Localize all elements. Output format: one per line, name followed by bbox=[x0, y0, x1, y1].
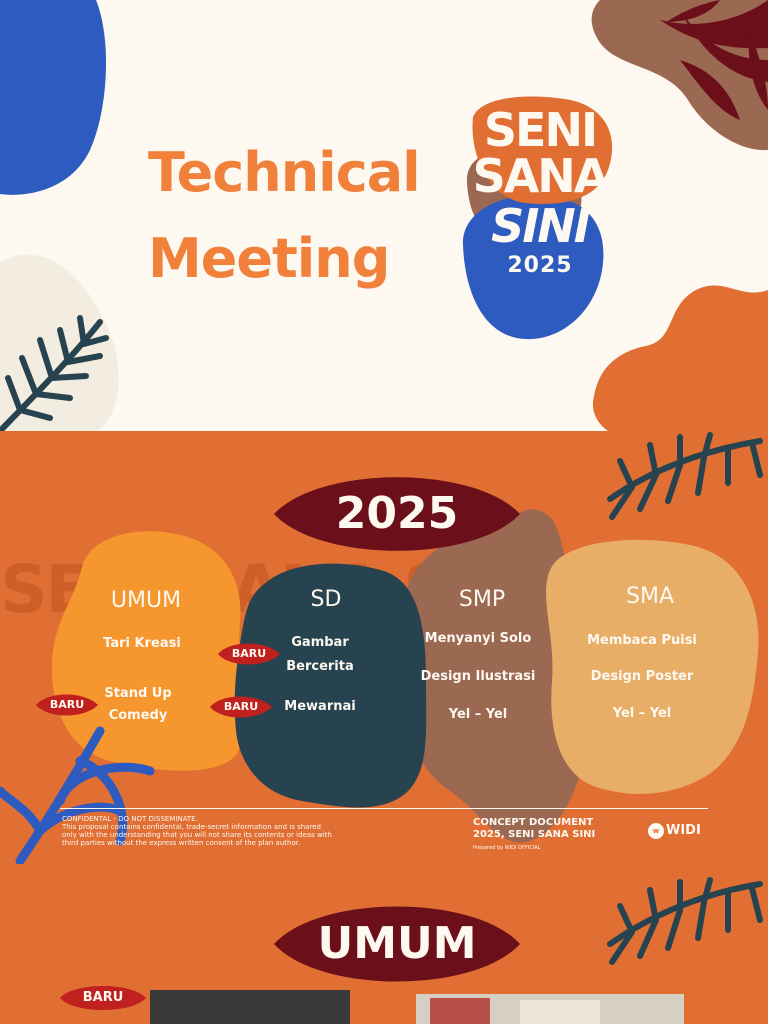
badge-baru-sd-gambar: BARU bbox=[231, 647, 267, 660]
logo-text-year: 2025 bbox=[507, 253, 573, 278]
umum-slide-decoration bbox=[60, 877, 763, 1024]
photo-left bbox=[150, 990, 350, 1024]
item-yel-yel-sma: Yel – Yel bbox=[612, 706, 672, 721]
title-slide-decoration bbox=[0, 0, 768, 431]
item-mewarnai: Mewarnai bbox=[284, 699, 356, 714]
widi-logo: w WIDI bbox=[648, 823, 701, 839]
item-bercerita: Bercerita bbox=[286, 659, 354, 674]
blue-blob bbox=[0, 0, 107, 195]
badge-shape-umum bbox=[36, 694, 98, 716]
title-slide: Technical Meeting SENI SANA SINI 2025 bbox=[0, 0, 768, 431]
widi-icon: w bbox=[648, 823, 664, 839]
disclaimer-body: This proposal contains confidental, trad… bbox=[62, 823, 332, 847]
item-design-ilustrasi: Design Ilustrasi bbox=[420, 669, 536, 684]
title-line-1: Technical bbox=[148, 141, 421, 204]
year-leaf-shape bbox=[274, 477, 520, 551]
teal-leaf-icon bbox=[0, 315, 109, 431]
cream-blob-left bbox=[0, 254, 119, 431]
category-title-sd: SD bbox=[310, 587, 342, 612]
umum-leaf-shape bbox=[274, 906, 520, 982]
blue-leaf-icon bbox=[0, 726, 155, 864]
item-yel-yel-smp: Yel – Yel bbox=[448, 707, 508, 722]
item-stand-up: Stand Up bbox=[104, 686, 172, 701]
logo-text-seni: SENI bbox=[483, 103, 598, 157]
logo-text-sana: SANA bbox=[472, 149, 610, 203]
umum-slide: UMUM BARU bbox=[0, 864, 768, 1024]
item-menyanyi-solo: Menyanyi Solo bbox=[424, 631, 532, 646]
teal-leaf-icon bbox=[607, 432, 763, 520]
disclaimer-title: CONFIDENTAL - DO NOT DISSEMINATE. bbox=[62, 815, 198, 823]
badge-baru-sd-mewarnai: BARU bbox=[223, 700, 259, 713]
umum-blob bbox=[51, 531, 244, 771]
concept-document: CONCEPT DOCUMENT 2025, SENI SANA SINI bbox=[473, 817, 595, 841]
concept-line-2: 2025, SENI SANA SINI bbox=[473, 829, 596, 840]
seni-sana-sini-logo: SENI SANA SINI 2025 bbox=[455, 95, 625, 345]
sd-blob bbox=[234, 563, 427, 808]
logo-blobs bbox=[462, 96, 613, 340]
year-heading: 2025 bbox=[335, 488, 459, 539]
logo-text-sini: SINI bbox=[491, 199, 591, 253]
footer-divider bbox=[60, 808, 708, 809]
category-title-smp: SMP bbox=[458, 587, 506, 612]
dark-red-leaf-icon bbox=[660, 0, 768, 120]
badge-shape-sd-2 bbox=[210, 696, 272, 718]
badge-baru-umum: BARU bbox=[49, 698, 85, 711]
page-title: Technical Meeting bbox=[148, 130, 421, 302]
item-tari-kreasi: Tari Kreasi bbox=[103, 636, 181, 651]
category-title-umum: UMUM bbox=[110, 588, 182, 613]
orange-blob-bottom-right bbox=[592, 285, 768, 431]
widi-logo-text: WIDI bbox=[666, 823, 701, 838]
title-line-2: Meeting bbox=[148, 227, 390, 290]
categories-slide: SENI SANA SINI bbox=[0, 431, 768, 864]
category-title-sma: SMA bbox=[626, 584, 674, 609]
concept-line-1: CONCEPT DOCUMENT bbox=[473, 817, 594, 828]
badge-baru-umum-slide: BARU bbox=[82, 990, 124, 1005]
badge-shape-sd-1 bbox=[218, 643, 280, 665]
categories-decoration bbox=[0, 432, 763, 864]
item-comedy: Comedy bbox=[108, 708, 168, 723]
teal-leaf-icon bbox=[607, 877, 763, 965]
item-membaca-puisi: Membaca Puisi bbox=[587, 633, 697, 648]
item-design-poster: Design Poster bbox=[590, 669, 694, 684]
badge-shape-umum-slide bbox=[60, 986, 146, 1010]
prepared-by: Prepared by WIDI OFFICIAL bbox=[473, 845, 541, 851]
item-gambar: Gambar bbox=[291, 635, 349, 650]
umum-heading: UMUM bbox=[317, 918, 477, 969]
sma-blob bbox=[546, 539, 759, 794]
disclaimer: CONFIDENTAL - DO NOT DISSEMINATE. This p… bbox=[62, 815, 334, 847]
